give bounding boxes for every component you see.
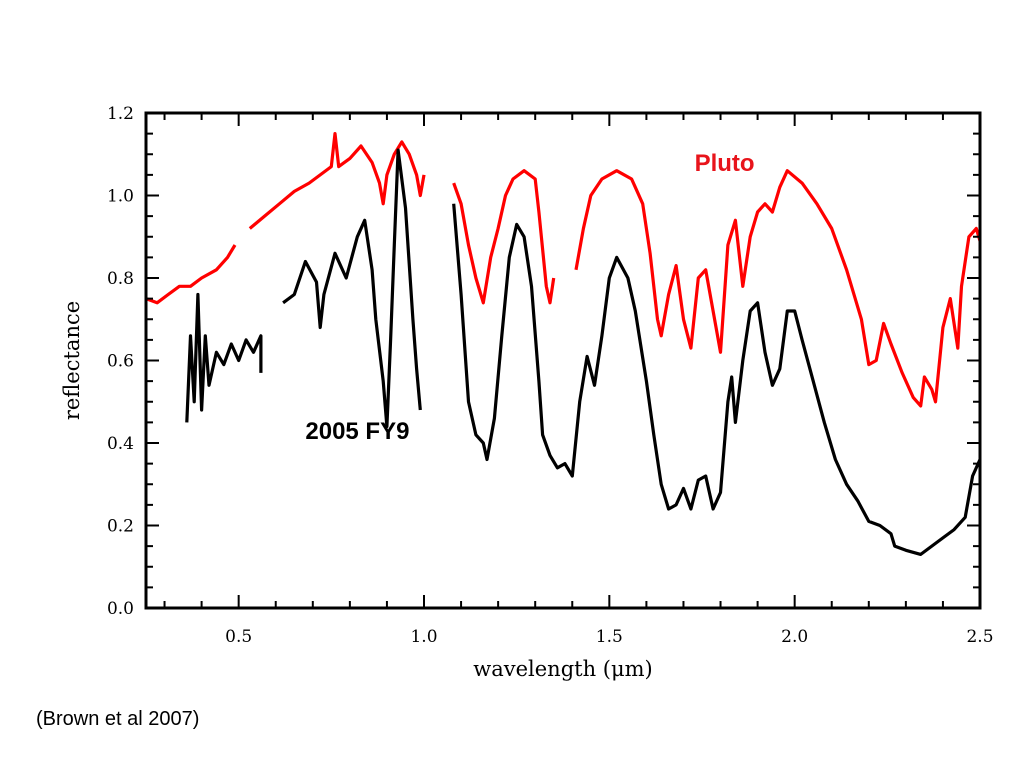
series-annotations: Pluto 2005 FY9 <box>305 150 754 445</box>
2005-fy9-line-segment-1 <box>282 148 422 429</box>
citation-text: (Brown et al 2007) <box>36 708 200 730</box>
x-tick-label: 2.0 <box>781 627 808 647</box>
y-tick-label: 0.8 <box>107 269 134 289</box>
pluto-line-segment-2 <box>452 169 556 305</box>
pluto-line-segment-0 <box>145 244 237 305</box>
pluto-line-segment-3 <box>574 169 982 408</box>
2005-fy9-line-segment-2 <box>452 203 982 557</box>
reflectance-chart: 0.5 1.0 1.5 2.0 2.5 0.0 0.2 0.4 0.6 0.8 1.0 1.2 wav… <box>60 104 994 681</box>
axis-ticks <box>146 112 981 609</box>
y-tick-label: 0.0 <box>107 599 134 619</box>
spectra-layer <box>145 132 982 557</box>
plot-frame <box>144 111 982 610</box>
x-axis-title: wavelength (μm) <box>473 657 652 681</box>
y-tick-label: 0.4 <box>107 434 134 454</box>
y-tick-label: 1.0 <box>107 187 134 207</box>
pluto-line-segment-1 <box>248 132 426 230</box>
x-tick-label: 0.5 <box>225 627 252 647</box>
x-tick-label: 2.5 <box>966 627 993 647</box>
series-label-2005-fy9: 2005 FY9 <box>305 418 409 445</box>
x-tick-label: 1.5 <box>596 627 623 647</box>
y-tick-label: 1.2 <box>107 104 134 124</box>
y-axis-title: reflectance <box>60 301 84 420</box>
x-tick-label: 1.0 <box>410 627 437 647</box>
y-tick-label: 0.6 <box>107 352 134 372</box>
y-tick-label: 0.2 <box>107 517 134 537</box>
tick-labels: 0.5 1.0 1.5 2.0 2.5 0.0 0.2 0.4 0.6 0.8 1.0 1.2 <box>107 104 994 647</box>
series-label-pluto: Pluto <box>695 150 755 177</box>
2005-fy9-line-segment-0 <box>185 292 263 423</box>
